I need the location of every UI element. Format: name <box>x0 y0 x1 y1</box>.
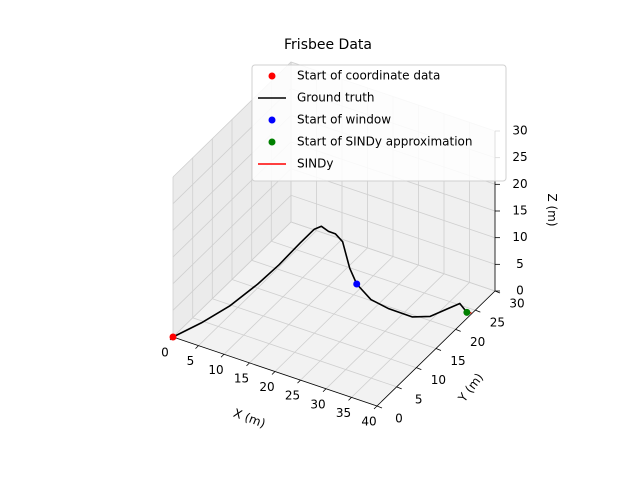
start-of-window-marker <box>353 280 361 288</box>
y-tick-mark <box>475 309 481 313</box>
y-tick-mark <box>396 386 402 390</box>
legend-label-sindy: SINDy <box>297 157 333 171</box>
y-axis-label: Y (m) <box>455 371 486 406</box>
z-tick-label: 25 <box>512 150 527 164</box>
start-of-coordinate-data-marker <box>169 333 177 341</box>
z-tick-label: 15 <box>512 204 527 218</box>
data-series <box>169 225 472 341</box>
legend-box <box>251 64 507 182</box>
y-tick-label: 5 <box>415 392 423 406</box>
y-tick-label: 10 <box>431 373 446 387</box>
x-tick-mark <box>271 371 276 375</box>
legend: Start of coordinate data Ground truth Star… <box>251 64 507 182</box>
x-tick-mark <box>348 397 352 401</box>
x-tick-mark <box>195 345 199 349</box>
start-of-sindy-approximation-marker <box>463 308 471 316</box>
z-tick-label: 20 <box>512 177 527 191</box>
y-tick-label: 0 <box>395 412 403 426</box>
legend-label-start-of-coordinate-data: Start of coordinate data <box>297 69 440 83</box>
x-tick-mark <box>220 353 225 358</box>
y-tick-label: 30 <box>509 297 524 311</box>
legend-label-ground-truth: Ground truth <box>297 91 375 105</box>
y-tick-mark <box>455 328 461 332</box>
y-tick-label: 20 <box>470 335 485 349</box>
z-tick-label: 30 <box>512 124 527 138</box>
x-tick-label: 10 <box>208 363 223 377</box>
y-tick-label: 15 <box>450 354 465 368</box>
ground-truth-line <box>172 225 468 338</box>
y-tick-mark <box>376 405 383 409</box>
legend-label-start-of-window: Start of window <box>297 113 391 127</box>
x-tick-label: 20 <box>259 380 274 394</box>
x-tick-label: 35 <box>336 406 351 420</box>
x-tick-label: 15 <box>234 371 249 385</box>
z-tick-label: 0 <box>516 284 524 298</box>
legend-marker-start-of-coordinate-data <box>268 72 276 80</box>
chart-title: Frisbee Data <box>284 37 372 53</box>
x-tick-mark <box>297 379 301 384</box>
x-axis-label: X (m) <box>231 406 267 431</box>
legend-label-start-of-sindy-approximation: Start of SINDy approximation <box>297 135 473 149</box>
x-tick-mark <box>373 405 378 410</box>
y-tick-mark <box>416 367 422 371</box>
x-tick-label: 40 <box>361 415 376 429</box>
z-grid-line <box>172 194 496 311</box>
x-tick-label: 25 <box>285 389 300 403</box>
x-tick-label: 30 <box>310 397 325 411</box>
x-tick-label: 0 <box>161 346 169 360</box>
legend-marker-start-of-window <box>268 116 276 124</box>
y-tick-label: 25 <box>490 316 505 330</box>
z-tick-label: 5 <box>516 257 524 271</box>
x-tick-label: 5 <box>187 354 195 368</box>
z-axis-label: Z (m) <box>545 193 559 226</box>
y-tick-mark <box>435 348 442 351</box>
legend-marker-start-of-sindy-approximation <box>268 138 276 146</box>
z-grid-line <box>172 221 496 338</box>
x-tick-mark <box>246 362 250 367</box>
x-tick-mark <box>322 388 327 393</box>
z-tick-label: 10 <box>512 230 527 244</box>
